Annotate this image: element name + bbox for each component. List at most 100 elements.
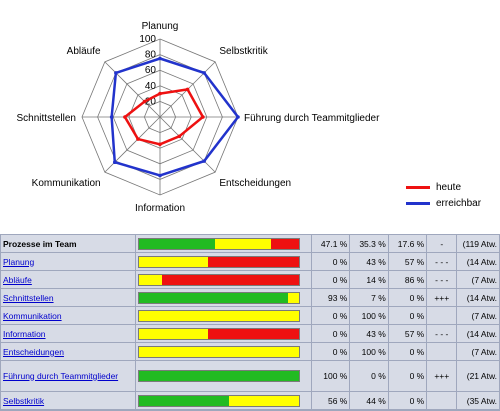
- bar-segment-red: [207, 328, 300, 339]
- data-point-heute: [136, 137, 140, 141]
- row-name-cell: Selbstkritik: [1, 392, 136, 409]
- percent-green: 0 %: [311, 325, 350, 342]
- axis-label: Kommunikation: [32, 178, 101, 189]
- trend-indicator: - - -: [427, 271, 457, 288]
- bar-segment-red: [161, 274, 300, 285]
- answer-count: (119 Atw.: [457, 235, 499, 252]
- axis-label: Abläufe: [67, 46, 101, 57]
- bar-segment-yellow: [228, 395, 300, 406]
- row-link[interactable]: Selbstkritik: [3, 395, 45, 406]
- trend-indicator: [427, 392, 457, 409]
- process-results-table: Prozesse im Team 47.1 % 35.3 % 17.6 % - (119 …: [0, 234, 500, 411]
- row-link[interactable]: Planung: [3, 256, 35, 267]
- chart-legend: heute erreichbar: [402, 178, 498, 216]
- legend-label-heute: heute: [436, 182, 462, 193]
- percent-red: 86 %: [388, 271, 427, 288]
- percent-yellow: 35.3 %: [350, 235, 388, 252]
- percent-red: 57 %: [388, 253, 427, 270]
- answer-count: (35 Atw.: [457, 392, 499, 409]
- bar-segment-green: [139, 292, 288, 303]
- bar-segment-red: [207, 256, 300, 267]
- stacked-bar: [138, 273, 301, 286]
- table-row: Prozesse im Team 47.1 % 35.3 % 17.6 % - (119 …: [1, 235, 499, 252]
- data-point-heute: [158, 142, 162, 147]
- percent-yellow: 14 %: [350, 271, 388, 288]
- tick-label: 20: [145, 96, 157, 107]
- bar-segment-red: [271, 238, 300, 249]
- data-point-erreichbar: [158, 173, 162, 178]
- row-name-cell: Information: [1, 325, 136, 342]
- row-link[interactable]: Abläufe: [3, 274, 32, 285]
- bar-segment-yellow: [287, 292, 300, 303]
- trend-indicator: -: [427, 235, 457, 252]
- table-row: Entscheidungen 0 % 100 % 0 % (7 Atw.: [1, 343, 499, 360]
- percent-red: 0 %: [388, 289, 427, 306]
- answer-count: (14 Atw.: [457, 325, 499, 342]
- data-point-heute: [201, 115, 205, 119]
- row-bar-cell: [136, 289, 311, 306]
- legend-item-heute: heute: [406, 182, 461, 196]
- axis-label: Selbstkritik: [219, 46, 268, 57]
- row-name-cell: Prozesse im Team: [1, 235, 136, 252]
- row-bar-cell: [136, 235, 311, 252]
- table-row: Selbstkritik 56 % 44 % 0 % (35 Atw.: [1, 392, 499, 409]
- percent-yellow: 43 %: [350, 253, 388, 270]
- axis-label: Führung durch Teammitglieder: [244, 113, 380, 124]
- percent-yellow: 100 %: [350, 343, 388, 360]
- answer-count: (7 Atw.: [457, 307, 499, 324]
- grid-spoke: [159, 116, 216, 173]
- percent-green: 47.1 %: [311, 235, 350, 252]
- bar-segment-yellow: [139, 310, 300, 321]
- tick-label: 60: [145, 65, 157, 76]
- table-row: Führung durch Teammitglieder 100 % 0 % 0 % +…: [1, 361, 499, 391]
- data-point-heute: [158, 91, 162, 96]
- row-name-cell: Entscheidungen: [1, 343, 136, 360]
- data-point-erreichbar: [109, 115, 114, 119]
- data-point-erreichbar: [114, 71, 118, 75]
- stacked-bar: [138, 370, 301, 382]
- percent-yellow: 0 %: [350, 361, 388, 391]
- radar-chart: 20 40 60 80 100 Planung Selbstkritik Führung du…: [17, 21, 381, 214]
- percent-green: 0 %: [311, 253, 350, 270]
- data-point-erreichbar: [158, 56, 162, 61]
- row-bar-cell: [136, 307, 311, 324]
- row-link[interactable]: Kommunikation: [3, 310, 62, 321]
- tick-label: 80: [145, 50, 157, 61]
- trend-indicator: - - -: [427, 325, 457, 342]
- row-name-cell: Kommunikation: [1, 307, 136, 324]
- axis-label: Planung: [142, 21, 179, 32]
- trend-indicator: [427, 343, 457, 360]
- percent-red: 0 %: [388, 307, 427, 324]
- percent-green: 56 %: [311, 392, 350, 409]
- table-row: Kommunikation 0 % 100 % 0 % (7 Atw.: [1, 307, 499, 324]
- percent-yellow: 100 %: [350, 307, 388, 324]
- bar-segment-yellow: [139, 256, 208, 267]
- row-bar-cell: [136, 271, 311, 288]
- table-row: Planung 0 % 43 % 57 % - - - (14 Atw.: [1, 253, 499, 270]
- stacked-bar: [138, 394, 301, 407]
- percent-red: 0 %: [388, 361, 427, 391]
- row-bar-cell: [136, 253, 311, 270]
- data-point-erreichbar: [202, 71, 206, 75]
- row-bar-cell: [136, 343, 311, 360]
- table-body: Prozesse im Team 47.1 % 35.3 % 17.6 % - (119 …: [1, 235, 499, 409]
- answer-count: (7 Atw.: [457, 343, 499, 360]
- row-link[interactable]: Schnittstellen: [3, 292, 54, 303]
- stacked-bar: [138, 309, 301, 322]
- row-bar-cell: [136, 361, 311, 391]
- row-name-cell: Abläufe: [1, 271, 136, 288]
- percent-yellow: 7 %: [350, 289, 388, 306]
- bar-segment-yellow: [139, 328, 208, 339]
- row-link[interactable]: Führung durch Teammitglieder: [3, 370, 119, 381]
- bar-segment-yellow: [139, 346, 300, 357]
- row-link[interactable]: Entscheidungen: [3, 346, 64, 357]
- row-link[interactable]: Information: [3, 328, 46, 339]
- percent-red: 17.6 %: [388, 235, 427, 252]
- stacked-bar: [138, 237, 301, 250]
- axis-label: Entscheidungen: [219, 178, 291, 189]
- bar-segment-green: [139, 395, 229, 406]
- data-point-heute: [142, 99, 147, 104]
- data-point-erreichbar: [236, 115, 240, 119]
- answer-count: (7 Atw.: [457, 271, 499, 288]
- table-row: Schnittstellen 93 % 7 % 0 % +++ (14 Atw.: [1, 289, 499, 306]
